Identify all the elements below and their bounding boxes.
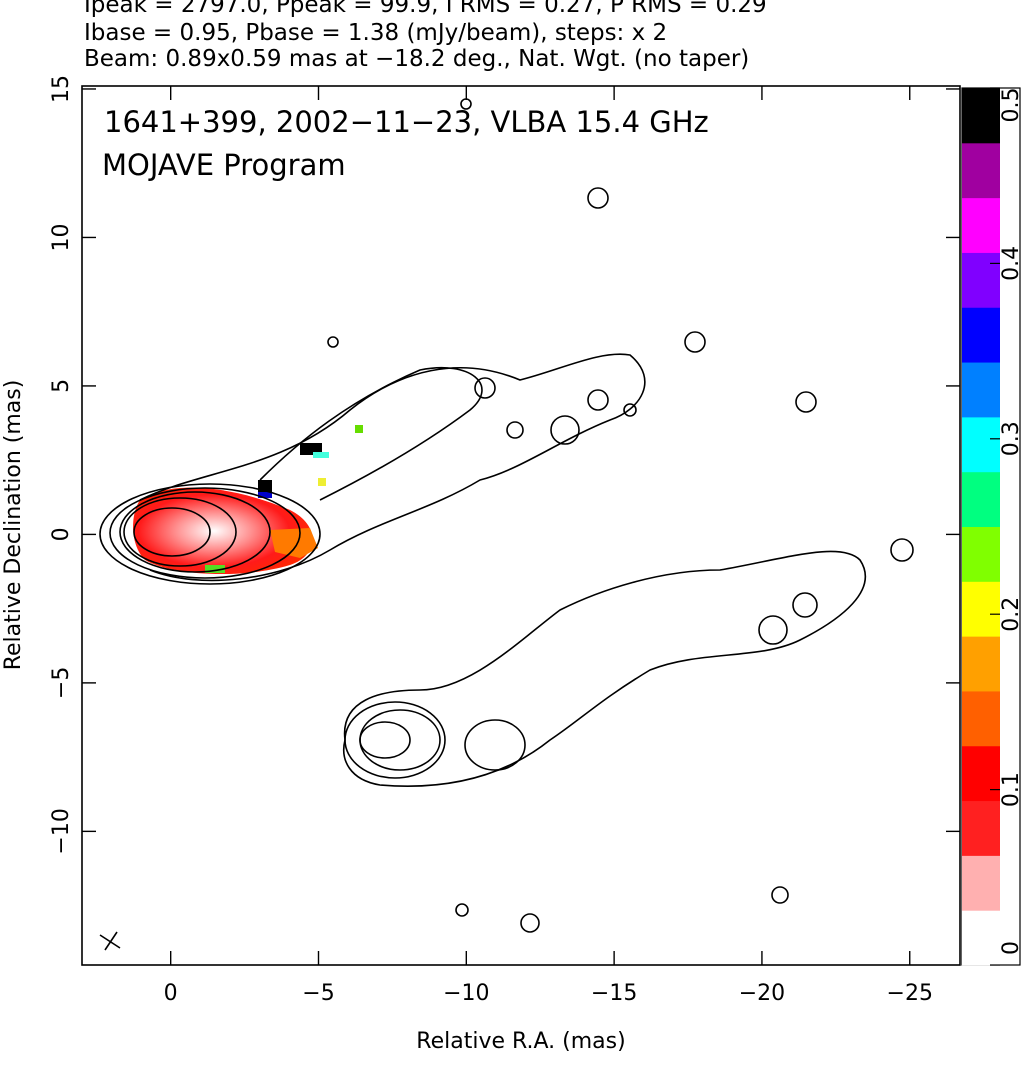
colorbar-swatch bbox=[962, 690, 1000, 747]
header-line: Ibase = 0.95, Pbase = 1.38 (mJy/beam), s… bbox=[84, 20, 667, 46]
plot-frame bbox=[81, 85, 961, 966]
colorbar-swatch bbox=[962, 416, 1000, 473]
colorbar-swatch bbox=[962, 581, 1000, 637]
colorbar-swatch bbox=[962, 471, 1000, 527]
x-tick-label: −25 bbox=[887, 981, 933, 1006]
colorbar-swatch bbox=[962, 910, 1000, 966]
y-axis-label: Relative Declination (mas) bbox=[1, 380, 26, 671]
plot-title: 1641+399, 2002−11−23, VLBA 15.4 GHz bbox=[104, 105, 709, 139]
x-tick-label: −15 bbox=[591, 981, 637, 1006]
colorbar-tick-label: 0.5 bbox=[999, 88, 1022, 123]
colorbar-swatch bbox=[962, 197, 1000, 253]
colorbar-tick-label: 0.4 bbox=[999, 246, 1022, 281]
colorbar-swatch bbox=[962, 745, 1000, 802]
colorbar-swatch bbox=[962, 307, 1000, 363]
colorbar-swatch bbox=[962, 362, 1000, 418]
x-tick-label: 0 bbox=[164, 981, 178, 1006]
x-tick-label: −10 bbox=[443, 981, 489, 1006]
header-line: Ipeak = 2797.0, Ppeak = 99.9, I RMS = 0.… bbox=[84, 0, 767, 18]
contours bbox=[99, 98, 914, 951]
colorbar-tick-label: 0 bbox=[999, 941, 1022, 955]
x-tick-label: −20 bbox=[739, 981, 785, 1006]
colorbar-swatch bbox=[962, 142, 1000, 199]
y-tick-label: 5 bbox=[49, 379, 74, 393]
colorbar-swatch bbox=[962, 88, 1000, 144]
plot-subtitle: MOJAVE Program bbox=[102, 148, 346, 182]
y-tick-label: 0 bbox=[49, 527, 74, 541]
polarization-overlay bbox=[133, 425, 363, 575]
colorbar-tick-label: 0.1 bbox=[999, 772, 1022, 807]
colorbar-swatch bbox=[962, 800, 1000, 856]
y-tick-label: −10 bbox=[49, 808, 74, 854]
y-tick-label: 15 bbox=[49, 75, 74, 103]
colorbar-swatch bbox=[962, 252, 1000, 308]
header-line: Beam: 0.89x0.59 mas at −18.2 deg., Nat. … bbox=[84, 46, 749, 72]
colorbar-swatch bbox=[962, 636, 1000, 692]
colorbar-tick-label: 0.2 bbox=[999, 597, 1022, 632]
colorbar-swatch bbox=[962, 855, 1000, 911]
x-tick-label: −5 bbox=[302, 981, 334, 1006]
colorbar-swatch bbox=[962, 526, 1000, 582]
colorbar-tick-label: 0.3 bbox=[999, 421, 1022, 456]
y-tick-label: −5 bbox=[49, 667, 74, 699]
x-axis-label: Relative R.A. (mas) bbox=[416, 1029, 625, 1054]
y-tick-label: 10 bbox=[49, 223, 74, 251]
